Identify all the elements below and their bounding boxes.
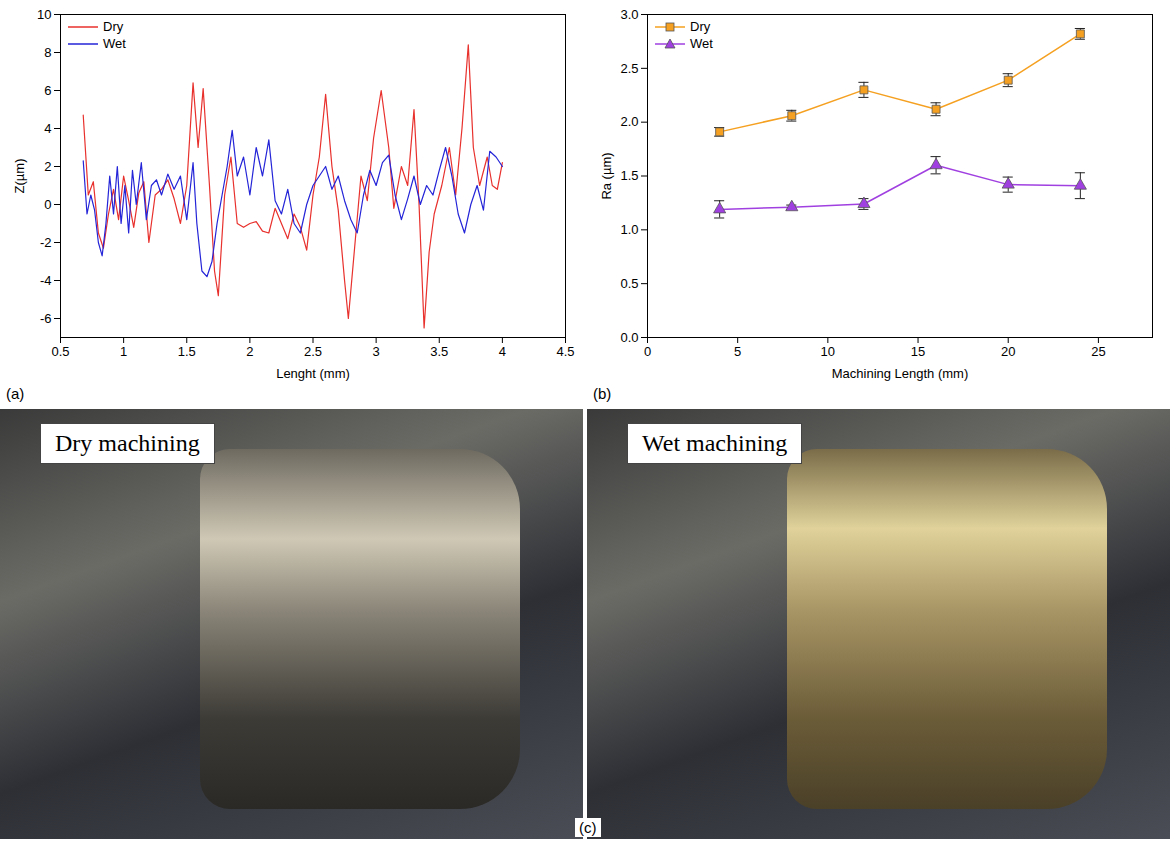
html-text:Dry: Dry xyxy=(103,19,124,34)
svg-text:20: 20 xyxy=(1001,344,1015,359)
svg-text:3: 3 xyxy=(373,344,380,359)
svg-text:2.5: 2.5 xyxy=(620,60,638,75)
svg-text:Z(µm): Z(µm) xyxy=(12,159,27,194)
svg-text:15: 15 xyxy=(911,344,925,359)
svg-text:1.0: 1.0 xyxy=(620,222,638,237)
svg-text:-4: -4 xyxy=(40,273,52,288)
svg-text:0.0: 0.0 xyxy=(620,330,638,345)
svg-text:1.5: 1.5 xyxy=(620,168,638,183)
svg-text:0: 0 xyxy=(644,344,651,359)
svg-text:0: 0 xyxy=(44,197,51,212)
svg-text:8: 8 xyxy=(44,45,51,60)
svg-text:6: 6 xyxy=(44,83,51,98)
html-text:Wet: Wet xyxy=(103,36,126,51)
svg-text:2: 2 xyxy=(246,344,253,359)
svg-text:-2: -2 xyxy=(40,235,52,250)
svg-text:Machining Length (mm): Machining Length (mm) xyxy=(832,366,969,381)
svg-text:Ra (µm): Ra (µm) xyxy=(599,152,614,199)
html-text:Wet machining: Wet machining xyxy=(642,430,788,456)
svg-text:3.0: 3.0 xyxy=(620,7,638,22)
svg-text:5: 5 xyxy=(734,344,741,359)
svg-text:25: 25 xyxy=(1091,344,1105,359)
html-text:Dry machining: Dry machining xyxy=(55,430,200,456)
svg-text:4: 4 xyxy=(44,121,51,136)
svg-text:10: 10 xyxy=(821,344,835,359)
svg-text:2: 2 xyxy=(44,159,51,174)
html-text:(a): (a) xyxy=(6,385,25,402)
svg-text:2.5: 2.5 xyxy=(304,344,322,359)
svg-text:0.5: 0.5 xyxy=(51,344,69,359)
svg-text:Lenght (mm): Lenght (mm) xyxy=(276,366,350,381)
svg-text:10: 10 xyxy=(37,7,51,22)
html-text:Wet: Wet xyxy=(690,36,713,51)
svg-text:1.5: 1.5 xyxy=(178,344,196,359)
svg-text:0.5: 0.5 xyxy=(620,276,638,291)
svg-text:3.5: 3.5 xyxy=(430,344,448,359)
svg-text:4: 4 xyxy=(499,344,506,359)
html-text:(c): (c) xyxy=(579,819,597,836)
svg-text:4.5: 4.5 xyxy=(556,344,574,359)
svg-text:-6: -6 xyxy=(40,311,52,326)
html-text:Dry: Dry xyxy=(690,19,711,34)
html-text:(b): (b) xyxy=(593,385,612,402)
svg-text:1: 1 xyxy=(120,344,127,359)
svg-text:2.0: 2.0 xyxy=(620,114,638,129)
